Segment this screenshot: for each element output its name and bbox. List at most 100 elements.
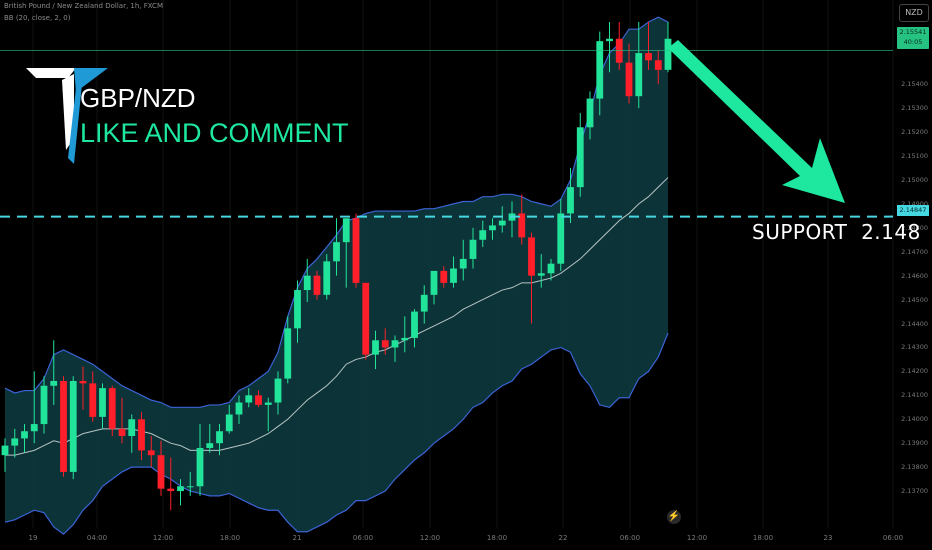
candle: [206, 424, 214, 453]
candle-body: [294, 290, 301, 329]
candle: [664, 22, 672, 73]
current-price-value: 2.15541: [899, 28, 927, 36]
candle-body: [606, 38, 613, 42]
candle: [108, 385, 116, 437]
candle-body: [264, 402, 272, 405]
candle-body: [654, 60, 662, 70]
candle-body: [635, 53, 643, 97]
candle-body: [440, 270, 448, 283]
candle: [50, 340, 58, 405]
candle: [518, 194, 526, 245]
candle: [264, 397, 272, 432]
candle: [1, 438, 9, 472]
indicator-header: BB (20, close, 2, 0): [4, 14, 71, 22]
candle-body: [372, 340, 379, 355]
candle-body: [40, 385, 48, 425]
candle-body: [469, 239, 477, 259]
candle-body: [323, 261, 331, 295]
candle: [420, 285, 428, 324]
price-tick-label: 2.14300: [901, 343, 928, 352]
candle: [313, 270, 321, 300]
time-tick-label: 19: [28, 534, 38, 542]
candle: [333, 218, 340, 276]
price-tick-label: 2.14200: [901, 367, 928, 376]
price-tick-label: 2.14900: [901, 199, 928, 208]
candle: [323, 254, 331, 300]
candle: [303, 258, 311, 303]
candle-body: [420, 294, 428, 312]
candle: [606, 22, 613, 73]
candle-body: [118, 428, 126, 437]
candle: [537, 254, 545, 288]
candle: [440, 266, 448, 288]
candle-body: [1, 445, 9, 456]
candle-body: [498, 220, 506, 226]
time-tick-label: 18:00: [752, 534, 774, 542]
candle-body: [216, 431, 223, 444]
candle: [430, 270, 438, 305]
candle-body: [450, 268, 457, 283]
time-tick-label: 06:00: [352, 534, 374, 542]
candle-body: [99, 388, 106, 417]
candle-body: [186, 486, 194, 488]
candle-body: [30, 424, 38, 432]
candle-body: [401, 337, 409, 341]
candle-body: [128, 419, 136, 437]
brand-logo: [26, 68, 108, 164]
candle: [381, 328, 389, 355]
candle: [167, 457, 175, 511]
price-tick-label: 2.15100: [901, 152, 928, 161]
candle-body: [303, 275, 311, 291]
down-arrow-icon: [668, 40, 845, 203]
candle: [391, 335, 399, 362]
candle-body: [235, 402, 243, 415]
price-tick-label: 2.15200: [901, 128, 928, 137]
candle-body: [167, 488, 175, 492]
candle: [255, 390, 262, 408]
candle: [177, 479, 184, 506]
candle: [147, 436, 155, 468]
time-tick-label: 12:00: [419, 534, 441, 542]
candles: [1, 22, 672, 511]
candle: [216, 424, 223, 456]
candle: [89, 371, 97, 422]
candle: [450, 256, 457, 288]
pair-label: GBP/NZD: [80, 83, 196, 113]
candle: [635, 22, 643, 109]
candle-body: [479, 230, 487, 240]
candle-body: [352, 218, 360, 283]
time-tick-label: 06:00: [619, 534, 641, 542]
currency-button[interactable]: NZD: [899, 4, 929, 22]
candle: [157, 440, 165, 496]
candle: [615, 22, 623, 70]
time-tick-label: 18:00: [219, 534, 241, 542]
support-annotation: SUPPORT 2.148: [752, 220, 921, 244]
candle-body: [177, 486, 184, 492]
candle-body: [206, 443, 214, 448]
candle-body: [333, 242, 340, 262]
candle-body: [11, 438, 19, 446]
candle: [625, 43, 633, 104]
candle-body: [381, 340, 389, 348]
candle: [138, 412, 145, 460]
candle: [547, 258, 555, 281]
price-tick-label: 2.13700: [901, 487, 928, 496]
price-tick-label: 2.15400: [901, 80, 928, 89]
time-tick-label: 12:00: [152, 534, 174, 542]
candle: [401, 316, 409, 353]
candle: [654, 50, 662, 85]
candle: [469, 227, 477, 269]
candle: [489, 218, 496, 240]
time-tick-label: 22: [558, 534, 568, 542]
candle-body: [557, 213, 565, 264]
price-tick-label: 2.14600: [901, 271, 928, 280]
candle-body: [625, 62, 633, 97]
candle: [342, 218, 350, 288]
candle: [557, 199, 565, 271]
price-tick-label: 2.14000: [901, 415, 928, 424]
candle-body: [528, 237, 535, 276]
tradingview-icon[interactable]: ⚡: [667, 510, 681, 524]
lower-band: [4, 332, 669, 535]
time-tick-label: 18:00: [486, 534, 508, 542]
price-tick-label: 2.15300: [901, 104, 928, 113]
